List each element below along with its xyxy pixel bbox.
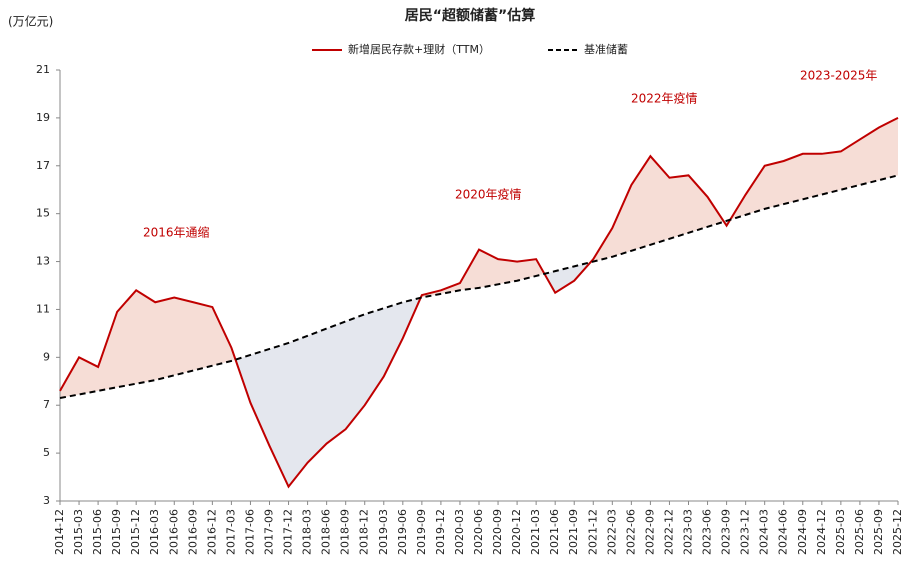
x-tick-label: 2024-09 <box>796 509 809 555</box>
x-tick-label: 2019-09 <box>415 509 428 555</box>
x-tick-label: 2019-06 <box>396 509 409 555</box>
annotation: 2016年通缩 <box>143 225 210 240</box>
x-tick-label: 2015-12 <box>129 509 142 555</box>
x-tick-label: 2017-06 <box>243 509 256 555</box>
series-line <box>59 174 899 400</box>
x-tick-label: 2021-06 <box>548 509 561 555</box>
x-tick-label: 2015-09 <box>110 509 123 555</box>
x-tick-label: 2021-09 <box>567 509 580 555</box>
x-tick-label: 2023-03 <box>682 509 695 555</box>
x-tick-label: 2018-03 <box>301 509 314 555</box>
x-tick-label: 2016-09 <box>186 509 199 555</box>
annotation: 2023-2025年 <box>800 69 877 83</box>
y-tick-label: 17 <box>36 159 50 172</box>
x-tick-label: 2017-09 <box>263 509 276 555</box>
series-line <box>59 116 899 489</box>
x-tick-label: 2021-03 <box>529 509 542 555</box>
legend-label: 新增居民存款+理财（TTM） <box>348 42 490 56</box>
x-tick-label: 2023-06 <box>701 509 714 555</box>
x-tick-label: 2016-06 <box>167 509 180 555</box>
x-tick-label: 2020-03 <box>453 509 466 555</box>
x-tick-label: 2016-03 <box>148 509 161 555</box>
annotation: 2022年疫情 <box>631 91 698 106</box>
legend-label: 基准储蓄 <box>584 42 628 56</box>
x-tick-label: 2022-03 <box>605 509 618 555</box>
x-tick-label: 2020-06 <box>472 509 485 555</box>
x-tick-label: 2020-09 <box>491 509 504 555</box>
y-tick-label: 3 <box>43 494 50 507</box>
annotation: 2020年疫情 <box>455 187 522 202</box>
x-tick-label: 2018-06 <box>320 509 333 555</box>
y-tick-label: 13 <box>36 255 50 268</box>
x-tick-label: 2024-06 <box>777 509 790 555</box>
x-tick-label: 2014-12 <box>53 509 66 555</box>
x-tick-label: 2025-09 <box>872 509 885 555</box>
x-tick-label: 2023-12 <box>739 509 752 555</box>
y-tick-label: 5 <box>43 446 50 459</box>
y-tick-label: 21 <box>36 63 50 76</box>
x-tick-label: 2024-03 <box>758 509 771 555</box>
x-tick-label: 2022-12 <box>662 509 675 555</box>
x-tick-label: 2021-12 <box>586 509 599 555</box>
x-tick-label: 2024-12 <box>815 509 828 555</box>
y-tick-label: 9 <box>43 350 50 363</box>
x-tick-label: 2017-12 <box>282 509 295 555</box>
x-tick-label: 2023-09 <box>720 509 733 555</box>
x-tick-label: 2019-03 <box>377 509 390 555</box>
y-tick-label: 19 <box>36 111 50 124</box>
x-tick-label: 2019-12 <box>434 509 447 555</box>
x-tick-label: 2025-03 <box>834 509 847 555</box>
y-tick-label: 15 <box>36 207 50 220</box>
x-tick-label: 2017-03 <box>224 509 237 555</box>
x-tick-label: 2015-06 <box>91 509 104 555</box>
x-tick-label: 2018-09 <box>339 509 352 555</box>
x-tick-label: 2015-03 <box>72 509 85 555</box>
x-tick-label: 2022-06 <box>624 509 637 555</box>
x-tick-label: 2020-12 <box>510 509 523 555</box>
y-tick-label: 11 <box>36 302 50 315</box>
x-tick-label: 2025-06 <box>853 509 866 555</box>
x-tick-label: 2025-12 <box>891 509 904 555</box>
chart-title: 居民“超额储蓄”估算 <box>405 7 535 24</box>
x-tick-label: 2022-09 <box>643 509 656 555</box>
area-above <box>60 117 898 399</box>
x-tick-label: 2016-12 <box>205 509 218 555</box>
x-tick-label: 2018-12 <box>358 509 371 555</box>
y-axis-label: (万亿元) <box>8 14 53 29</box>
y-tick-label: 7 <box>43 398 50 411</box>
